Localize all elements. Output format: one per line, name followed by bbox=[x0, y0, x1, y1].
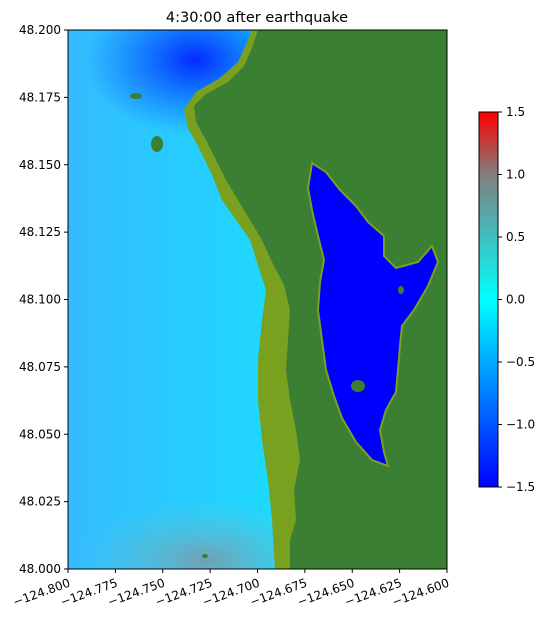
y-tick-label: 48.100 bbox=[19, 293, 61, 307]
elevated-band-south bbox=[75, 500, 335, 569]
offshore-islet-2 bbox=[130, 93, 142, 99]
y-tick-label: 48.025 bbox=[19, 495, 61, 509]
colorbar-tick-label: 1.0 bbox=[506, 168, 525, 182]
y-tick-label: 48.200 bbox=[19, 23, 61, 37]
colorbar-tick-label: −1.0 bbox=[506, 418, 535, 432]
chart-title: 4:30:00 after earthquake bbox=[166, 10, 348, 26]
lake-islet bbox=[398, 286, 404, 294]
offshore-islet-1 bbox=[151, 136, 163, 152]
colorbar-tick-label: 0.5 bbox=[506, 230, 525, 244]
inland-lake bbox=[306, 161, 440, 468]
plot-area bbox=[68, 30, 447, 569]
y-tick-label: 48.150 bbox=[19, 158, 61, 172]
colorbar-tick-label: −1.5 bbox=[506, 480, 535, 494]
colorbar-ticks: −1.5 −1.0 −0.5 0.0 0.5 1.0 1.5 bbox=[498, 105, 535, 494]
y-tick-label: 48.050 bbox=[19, 427, 61, 441]
lake-island bbox=[351, 380, 365, 392]
y-tick-label: 48.075 bbox=[19, 360, 61, 374]
colorbar bbox=[478, 111, 499, 488]
y-tick-label: 48.125 bbox=[19, 225, 61, 239]
x-axis-ticks: −124.800−124.775−124.750−124.725−124.700… bbox=[11, 569, 451, 609]
y-axis-ticks: 48.000 48.025 48.050 48.075 48.100 48.125 48.1… bbox=[19, 23, 68, 576]
offshore-islet-3 bbox=[202, 554, 208, 558]
y-tick-label: 48.000 bbox=[19, 562, 61, 576]
colorbar-tick-label: 1.5 bbox=[506, 105, 525, 119]
y-tick-label: 48.175 bbox=[19, 90, 61, 104]
colorbar-tick-label: 0.0 bbox=[506, 293, 525, 307]
colorbar-tick-label: −0.5 bbox=[506, 355, 535, 369]
